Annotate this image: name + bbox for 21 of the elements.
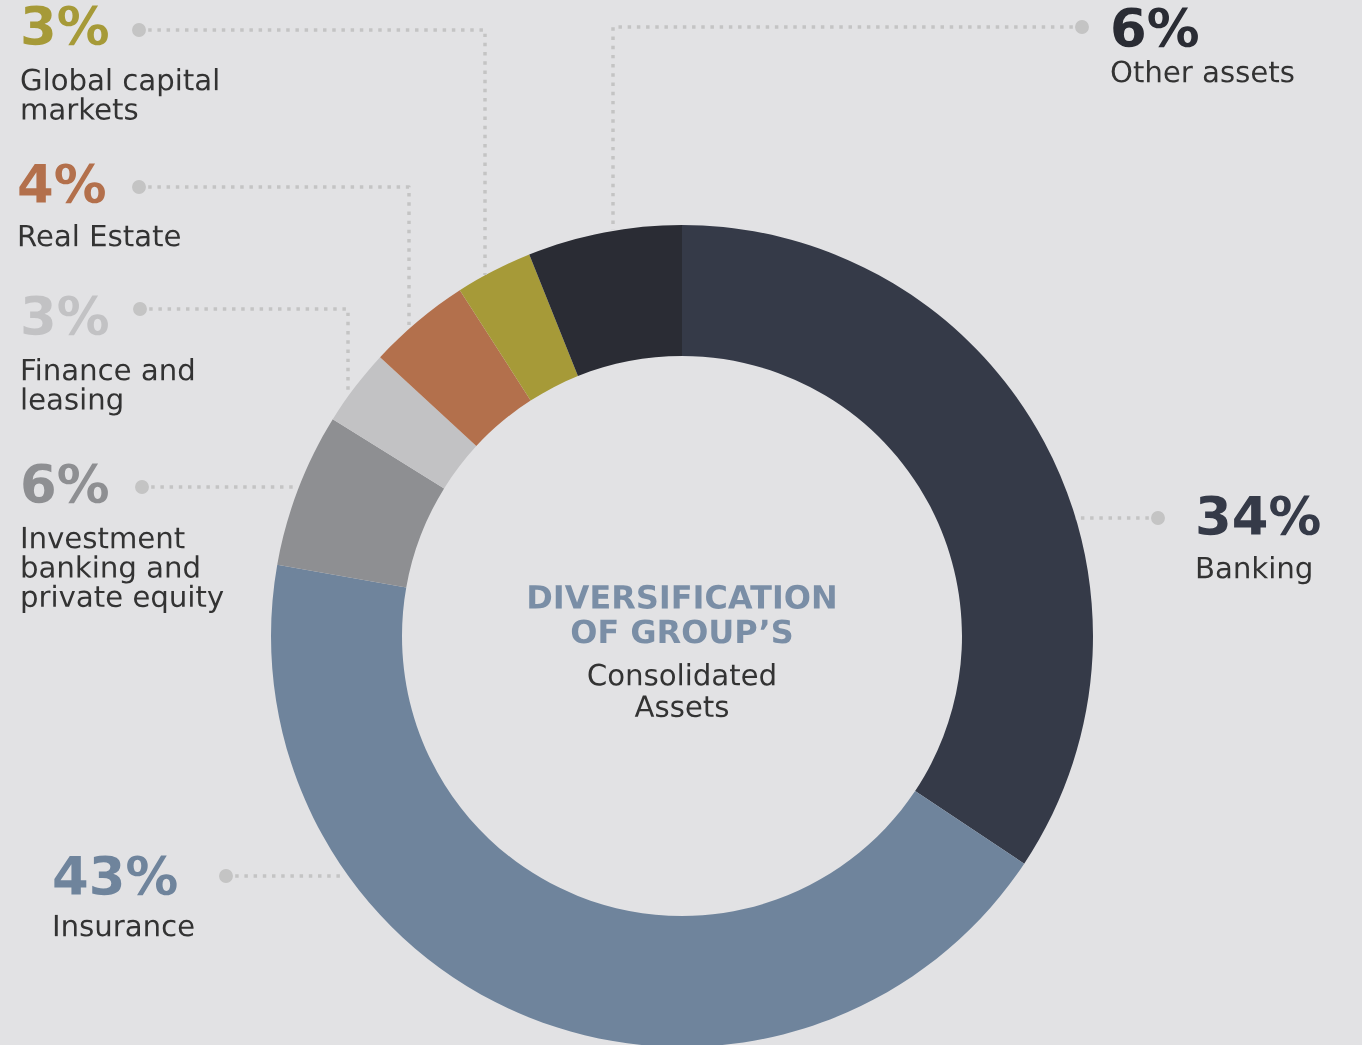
- data-label: 3%: [23, 5, 108, 46]
- data-label: 34%: [1198, 495, 1320, 536]
- donut-slice: [271, 564, 1025, 1045]
- data-label: 6%: [1113, 7, 1198, 48]
- slice-label: Other assets: [1111, 60, 1294, 83]
- donut-slice: [459, 254, 578, 401]
- slice-label: Banking: [1197, 556, 1311, 585]
- data-label: 4%: [19, 163, 105, 204]
- data-label: 43%: [54, 855, 177, 896]
- donut-slice: [380, 290, 531, 447]
- slice-label: Investment banking and private equity: [22, 526, 224, 613]
- text: DIVERSIFICATION OF GROUP’S: [529, 584, 835, 644]
- slice-label: Real Estate: [19, 224, 180, 247]
- donut-slice: [332, 357, 477, 489]
- slice-label: Finance and leasing: [22, 358, 194, 416]
- donut-slice: [529, 225, 682, 377]
- slice-label: Insurance: [54, 914, 194, 937]
- data-label: 6%: [23, 463, 108, 504]
- text: Consolidated Assets: [588, 663, 775, 718]
- donut-slice: [277, 419, 445, 588]
- slice-label: Global capital markets: [21, 68, 218, 120]
